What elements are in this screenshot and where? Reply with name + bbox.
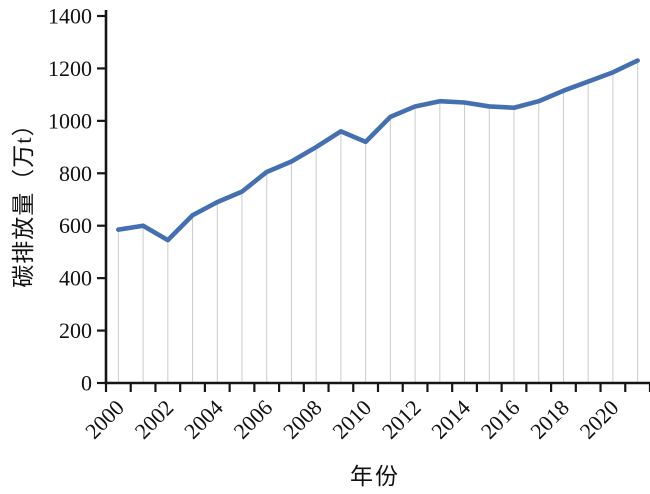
y-tick-label: 0 <box>81 371 92 396</box>
x-axis-title: 年份 <box>350 464 400 489</box>
y-axis-title: 碳排放量（万t） <box>11 112 36 288</box>
x-tick-label: 2016 <box>476 395 525 444</box>
x-tick-label: 2006 <box>228 395 277 444</box>
x-tick-label: 2020 <box>575 395 624 444</box>
x-tick-label: 2010 <box>327 395 376 444</box>
x-tick-label-group: 2006 <box>228 395 277 444</box>
x-tick-label-group: 2020 <box>575 395 624 444</box>
y-tick-label: 400 <box>59 266 92 291</box>
x-tick-label-group: 2012 <box>377 395 426 444</box>
x-tick-label: 2008 <box>278 395 327 444</box>
x-tick-label-group: 2016 <box>476 395 525 444</box>
x-tick-label-group: 2002 <box>130 395 179 444</box>
x-tick-label-group: 2018 <box>525 395 574 444</box>
x-tick-label: 2004 <box>179 395 228 444</box>
y-tick-label: 200 <box>59 318 92 343</box>
x-tick-label: 2000 <box>80 395 129 444</box>
x-tick-label: 2012 <box>377 395 426 444</box>
x-tick-label-group: 2008 <box>278 395 327 444</box>
x-tick-label: 2014 <box>426 395 475 444</box>
emissions-data-line <box>116 58 640 243</box>
x-tick-label: 2018 <box>525 395 574 444</box>
y-tick-label: 1000 <box>48 108 92 133</box>
y-tick-label: 1200 <box>48 56 92 81</box>
x-tick-label-group: 2000 <box>80 395 129 444</box>
x-tick-label-group: 2004 <box>179 395 228 444</box>
x-tick-label: 2002 <box>130 395 179 444</box>
x-tick-label-group: 2010 <box>327 395 376 444</box>
x-tick-label-group: 2014 <box>426 395 475 444</box>
y-tick-label: 600 <box>59 213 92 238</box>
y-tick-label: 800 <box>59 161 92 186</box>
y-tick-label: 1400 <box>48 4 92 29</box>
